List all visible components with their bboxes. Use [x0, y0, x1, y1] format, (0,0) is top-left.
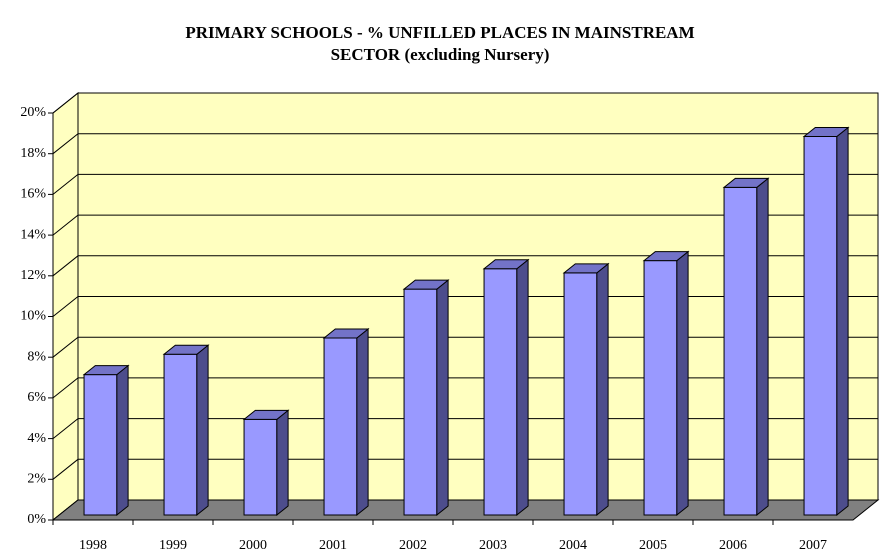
- bar: [162, 344, 210, 517]
- bar: [82, 364, 130, 517]
- y-tick-label: 16%: [20, 187, 46, 202]
- bar-top: [562, 263, 610, 274]
- bar-top: [162, 344, 210, 355]
- bar-side: [596, 262, 609, 517]
- grid-line: [52, 336, 878, 358]
- bar-top: [402, 279, 450, 290]
- bar-top: [82, 365, 130, 376]
- grid-line: [52, 296, 878, 317]
- bar: [322, 327, 370, 517]
- bar-side: [676, 250, 689, 517]
- x-tick-label: 2007: [799, 538, 827, 552]
- grid-line: [52, 458, 878, 480]
- bar: [802, 126, 850, 517]
- y-tick-label: 12%: [20, 268, 46, 283]
- bar-front: [403, 288, 438, 516]
- bar: [562, 262, 610, 517]
- bar-side: [436, 279, 449, 517]
- x-tick-label: 2005: [639, 538, 667, 552]
- x-tick-label: 2002: [399, 538, 427, 552]
- grid-line: [52, 418, 878, 439]
- bar: [242, 409, 290, 517]
- bar-front: [83, 374, 118, 516]
- y-tick-label: 0%: [27, 512, 46, 527]
- x-tick-label: 1998: [79, 538, 107, 552]
- bar-side: [116, 364, 129, 517]
- y-tick-label: 2%: [27, 472, 46, 487]
- bar: [642, 250, 690, 517]
- bar-front: [643, 260, 678, 516]
- grid-line: [52, 173, 878, 195]
- bar-top: [322, 328, 370, 339]
- bar-side: [516, 258, 529, 517]
- y-tick-label: 4%: [27, 431, 46, 446]
- bar-side: [356, 327, 369, 517]
- bar-side: [836, 126, 849, 517]
- grid-line: [52, 255, 878, 277]
- bar-front: [803, 135, 838, 516]
- bar: [402, 279, 450, 517]
- grid-line: [52, 377, 878, 399]
- bar-side: [756, 177, 769, 517]
- chart-title: PRIMARY SCHOOLS - % UNFILLED PLACES IN M…: [185, 23, 694, 42]
- y-tick-label: 8%: [27, 349, 46, 364]
- bar-top: [642, 251, 690, 262]
- chart-title: SECTOR (excluding Nursery): [331, 45, 550, 64]
- grid-line: [52, 214, 878, 236]
- grid-line: [52, 92, 878, 114]
- y-tick-label: 14%: [20, 227, 46, 242]
- bar-side: [196, 344, 209, 517]
- x-tick-label: 2003: [479, 538, 507, 552]
- bar-top: [482, 259, 530, 270]
- bar: [722, 177, 770, 517]
- bar-front: [563, 272, 598, 516]
- bar-front: [323, 337, 358, 516]
- y-tick-label: 18%: [20, 146, 46, 161]
- grid-line: [52, 133, 878, 155]
- bar: [482, 258, 530, 517]
- bar-front: [483, 268, 518, 516]
- bar-front: [243, 418, 278, 516]
- x-tick-label: 2001: [319, 538, 347, 552]
- x-tick-label: 1999: [159, 538, 187, 552]
- bar-front: [163, 353, 198, 516]
- bar-top: [242, 409, 290, 420]
- bar-top: [802, 126, 850, 137]
- y-tick-label: 6%: [27, 390, 46, 405]
- y-tick-label: 20%: [20, 105, 46, 120]
- x-tick-label: 2006: [719, 538, 747, 552]
- bar-top: [722, 177, 770, 188]
- y-tick-label: 10%: [20, 309, 46, 324]
- bar-front: [723, 186, 758, 516]
- bar-side: [276, 409, 289, 517]
- x-tick-label: 2000: [239, 538, 267, 552]
- x-tick-label: 2004: [559, 538, 587, 552]
